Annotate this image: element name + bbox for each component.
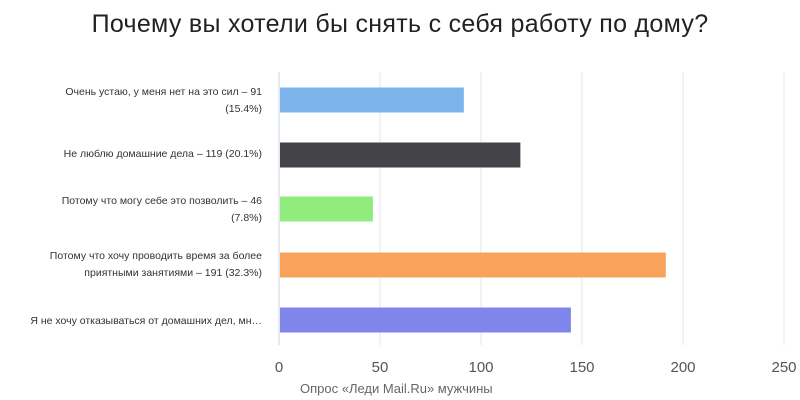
category-label: Потому что могу себе это позволить – 46 …: [61, 195, 262, 224]
category-label: Очень устаю, у меня нет на это сил – 91 …: [65, 86, 262, 115]
bar[interactable]: [280, 87, 464, 113]
source-caption: Опрос «Леди Mail.Ru» мужчины: [300, 381, 493, 396]
category-label: Не люблю домашние дела – 119 (20.1%): [63, 148, 262, 160]
x-tick-label: 200: [670, 359, 695, 376]
x-tick-label: 50: [372, 359, 389, 376]
bar[interactable]: [280, 252, 666, 278]
gridlines: [379, 72, 785, 345]
bar[interactable]: [280, 142, 521, 168]
category-label: Потому что хочу проводить время за более…: [49, 250, 262, 279]
category-label: Я не хочу отказываться от домашних дел, …: [30, 315, 262, 327]
x-tick-label: 0: [275, 359, 283, 376]
bar[interactable]: [280, 196, 373, 222]
chart-title: Почему вы хотели бы снять с себя работу …: [91, 10, 709, 38]
bars: [280, 87, 666, 333]
x-axis-ticks: 0 50 100 150 200 250: [275, 359, 797, 376]
x-tick-label: 100: [468, 359, 493, 376]
x-tick-label: 150: [569, 359, 594, 376]
bar[interactable]: [280, 307, 571, 333]
x-tick-label: 250: [771, 359, 796, 376]
